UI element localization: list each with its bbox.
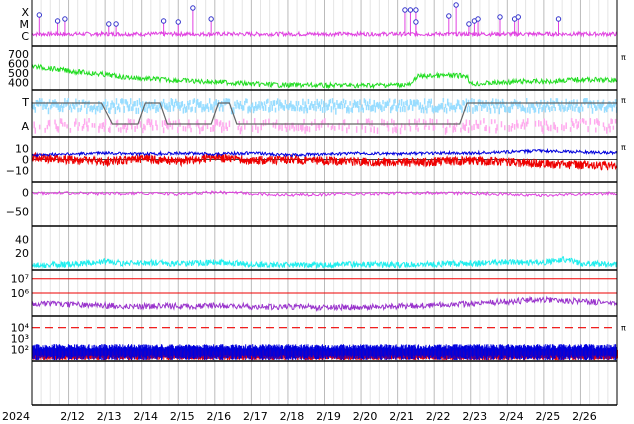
flare-marker [113, 21, 119, 27]
ytick-label: −10 [6, 164, 29, 177]
x-tick-label: 2/21 [389, 410, 414, 423]
flare-marker [402, 7, 408, 13]
panel-sector: TAπ [21, 96, 626, 135]
x-tick-label: 2/23 [462, 410, 487, 423]
ytick-label: 10⁴ [11, 322, 30, 335]
x-tick-label: 2/19 [316, 410, 341, 423]
ytick-label: C [21, 30, 29, 43]
flare-marker [453, 2, 459, 8]
ytick-label: 40 [15, 233, 29, 246]
flare-marker [54, 18, 61, 24]
panel-side-label: π [621, 96, 626, 105]
bfield-red-series [31, 151, 618, 171]
x-tick-label: 2/12 [60, 410, 85, 423]
flare-marker [446, 13, 452, 19]
chart-panels: XMC700600500400πTAπ100−10π0−50402010⁷10⁶… [6, 0, 626, 406]
ytick-label: 10 [15, 143, 29, 156]
ytick-label: 10⁴ [11, 0, 30, 3]
panel-bz: 0−50 [6, 187, 617, 219]
flare-marker [208, 16, 214, 22]
flare-marker [62, 16, 68, 22]
ytick-label: 10⁶ [11, 287, 30, 300]
flare-marker [497, 14, 503, 20]
flare-marker [515, 14, 521, 20]
ytick-label: 0 [22, 154, 29, 167]
panel-side-label: π [621, 324, 626, 333]
x-tick-label: 2/17 [243, 410, 268, 423]
temperature-series [31, 295, 618, 312]
flare-marker [413, 19, 419, 25]
ytick-label: 20 [15, 247, 29, 260]
flare-marker [413, 7, 419, 13]
x-axis-date-labels: 2024 2/12 2/13 2/14 2/15 2/16 2/17 2/18 2/19 2/20… [2, 410, 597, 423]
flare-marker [106, 21, 112, 27]
x-tick-label: 2/24 [499, 410, 524, 423]
flare-marker [475, 16, 481, 22]
x-tick-label: 2/14 [133, 410, 158, 423]
panel-side-label: π [621, 143, 626, 152]
ytick-label: 600 [8, 57, 29, 70]
ytick-label: A [21, 120, 29, 133]
panel-side-label: π [621, 53, 626, 62]
ytick-label: 10³ [11, 333, 29, 346]
x-tick-label: 2024 [2, 410, 30, 423]
x-tick-label: 2/20 [353, 410, 378, 423]
flare-marker [160, 18, 167, 24]
flare-baseline-series [31, 30, 618, 38]
flare-marker [555, 16, 562, 22]
x-tick-label: 2/25 [536, 410, 561, 423]
panel-bfield: 100−10 π [6, 143, 626, 178]
x-tick-label: 2/16 [206, 410, 231, 423]
ytick-label: 500 [8, 67, 29, 80]
speed-series [31, 63, 618, 90]
vertical-gridlines [31, 0, 618, 405]
flare-marker [36, 12, 43, 18]
ytick-label: 0 [22, 187, 29, 200]
sector-polarity-series [32, 102, 617, 125]
flare-marker [466, 21, 472, 27]
x-tick-label: 2/22 [426, 410, 451, 423]
panel-flare-class: XMC [20, 2, 618, 43]
bfield-blue-series [31, 147, 618, 158]
ytick-label: 10² [11, 343, 29, 356]
x-tick-label: 2/18 [280, 410, 305, 423]
ytick-label: 10⁰ [11, 0, 30, 3]
x-tick-label: 2/13 [97, 410, 122, 423]
bz-series [31, 190, 617, 198]
ytick-label: 10⁷ [11, 273, 29, 286]
panel-flux: 10⁴10²10⁰ [11, 0, 30, 3]
x-tick-label: 2/15 [170, 410, 195, 423]
flare-marker [175, 19, 181, 25]
x-tick-label: 2/26 [572, 410, 597, 423]
ytick-label: −50 [6, 206, 29, 219]
flare-marker [407, 7, 414, 13]
ytick-label: 700 [8, 48, 29, 61]
ytick-label: X [21, 6, 29, 19]
ytick-label: 400 [8, 76, 29, 89]
ytick-label: 10² [11, 0, 29, 3]
ytick-label: T [21, 96, 29, 109]
ytick-label: M [20, 18, 30, 31]
density-series [31, 256, 618, 270]
flare-marker [190, 5, 196, 11]
